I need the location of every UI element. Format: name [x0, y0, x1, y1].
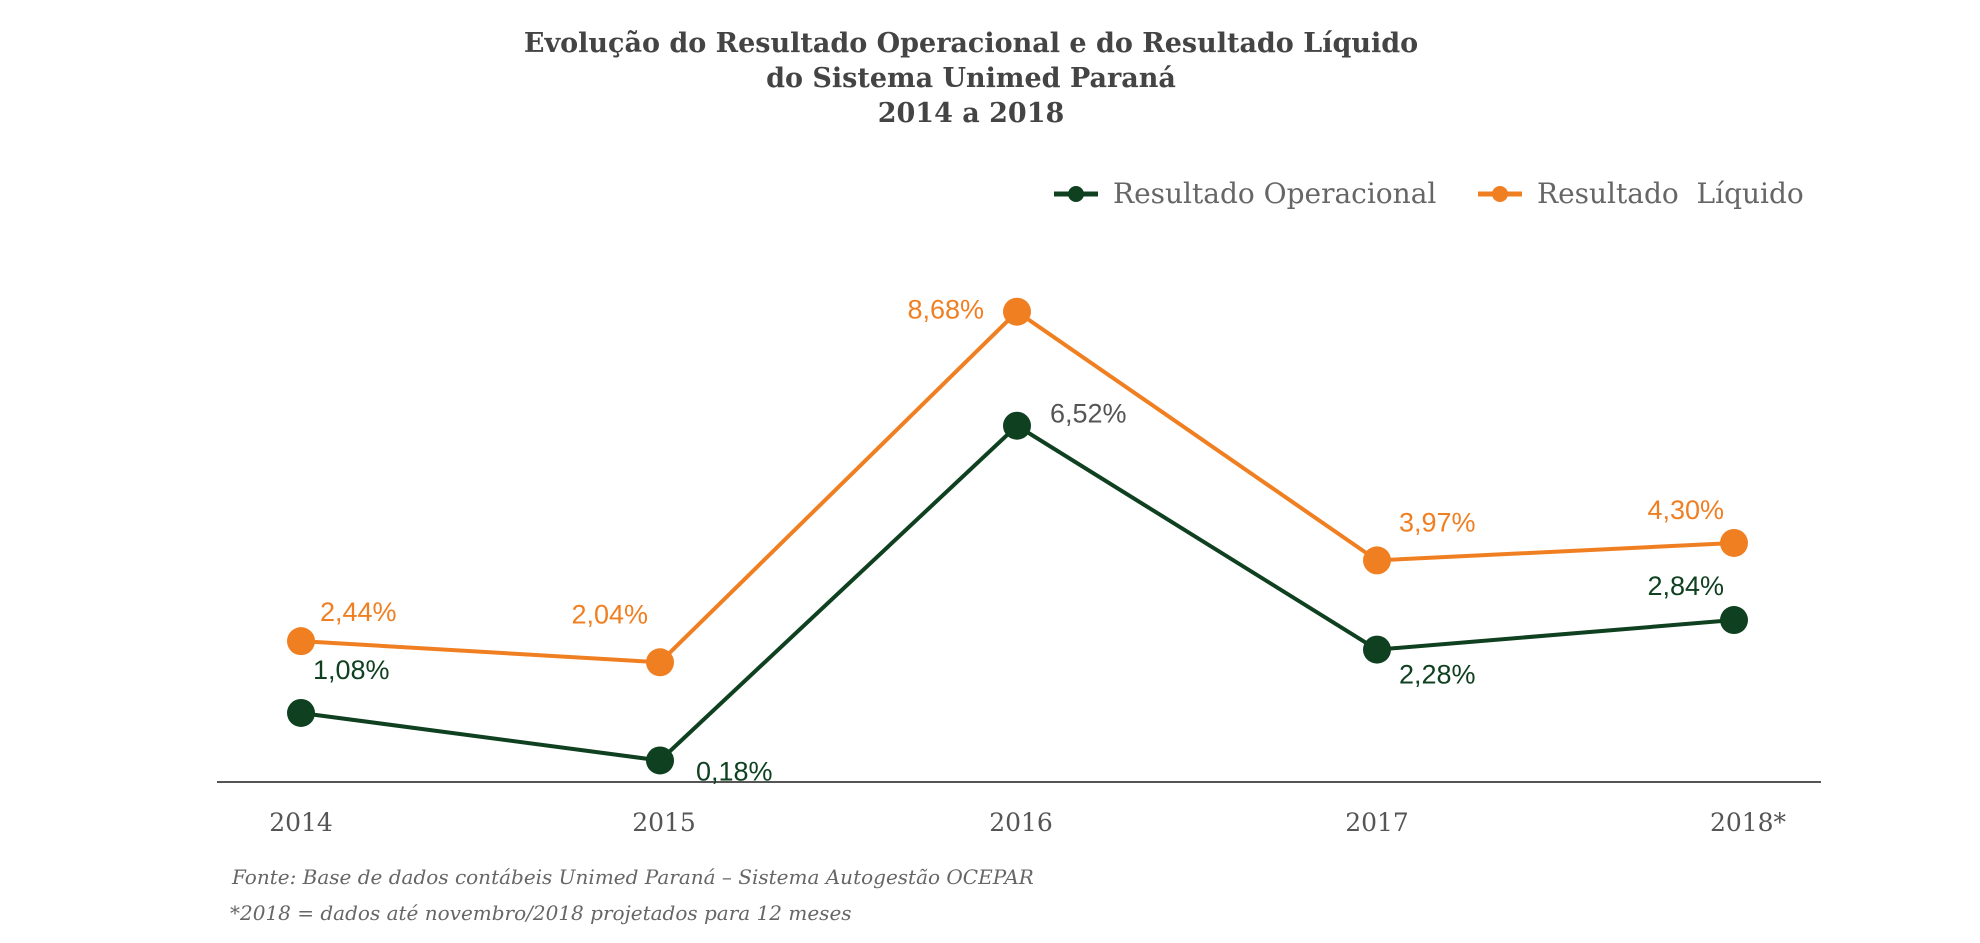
legend: Resultado Operacional Resultado Líquido [1054, 177, 1804, 210]
data-point-net [1720, 528, 1748, 557]
x-tick-label: 2016 [989, 808, 1053, 837]
data-label-net: 8,68% [907, 295, 984, 325]
data-label-net: 2,04% [571, 599, 648, 629]
legend-item-net: Resultado Líquido [1478, 177, 1804, 210]
chart-title-line-3: 2014 a 2018 [878, 98, 1065, 129]
data-point-net [287, 627, 315, 656]
chart-notes: Fonte: Base de dados contábeis Unimed Pa… [230, 865, 1034, 925]
legend-label-operational: Resultado Operacional [1113, 177, 1436, 210]
data-label-net: 2,44% [320, 597, 397, 627]
x-axis-tick-labels: 2014 2015 2016 2017 2018* [269, 808, 1786, 837]
data-label-net: 3,97% [1399, 507, 1476, 537]
data-label-operational: 2,84% [1647, 571, 1724, 601]
data-point-operational [287, 698, 315, 727]
series-line-net [300, 309, 1735, 665]
x-tick-label: 2015 [632, 808, 696, 837]
data-label-operational: 1,08% [313, 655, 390, 685]
data-point-operational [646, 746, 674, 775]
x-tick-label: 2017 [1345, 808, 1409, 837]
legend-marker-net [1492, 186, 1508, 202]
series-data-labels: 1,08% 0,18% 6,52% 2,28% 2,84% 2,44% 2,04% 8,68%… [313, 295, 1724, 787]
data-point-operational [1363, 635, 1391, 664]
data-label-operational: 6,52% [1050, 399, 1127, 429]
chart-title-line-2: do Sistema Unimed Paraná [766, 63, 1176, 94]
legend-label-net: Resultado Líquido [1537, 177, 1804, 210]
data-point-net [646, 648, 674, 677]
chart-title: Evolução do Resultado Operacional e do R… [524, 28, 1418, 129]
data-point-net [1003, 297, 1031, 326]
legend-marker-operational [1068, 186, 1084, 202]
series-points [287, 297, 1748, 775]
data-point-net [1363, 546, 1391, 575]
data-point-operational [1720, 606, 1748, 635]
x-tick-label: 2014 [269, 808, 333, 837]
x-tick-label: 2018* [1710, 808, 1787, 837]
data-label-net: 4,30% [1647, 495, 1724, 525]
series-line-operational [300, 423, 1735, 763]
data-label-operational: 2,28% [1399, 660, 1476, 690]
series-lines [300, 309, 1735, 763]
chart-title-line-1: Evolução do Resultado Operacional e do R… [524, 28, 1418, 59]
legend-item-operational: Resultado Operacional [1054, 177, 1436, 210]
data-label-operational: 0,18% [696, 756, 773, 786]
source-note: Fonte: Base de dados contábeis Unimed Pa… [231, 865, 1034, 889]
projection-note: *2018 = dados até novembro/2018 projetad… [230, 901, 852, 925]
data-point-operational [1003, 411, 1031, 440]
